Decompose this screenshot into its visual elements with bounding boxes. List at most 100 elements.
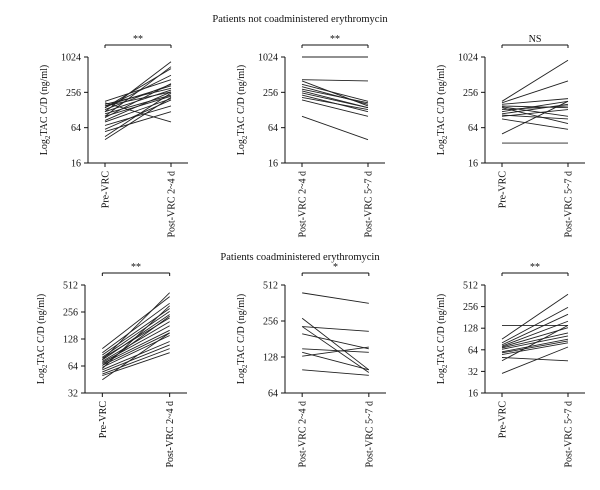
x-tick-label: Post-VRC 5~7 d bbox=[364, 401, 375, 468]
x-tick-label: Post-VRC 2~4 d bbox=[298, 401, 309, 468]
patient-line bbox=[501, 103, 569, 115]
patient-line bbox=[102, 296, 170, 349]
patient-line bbox=[501, 313, 569, 346]
patient-line bbox=[104, 102, 172, 123]
top-section-title: Patients not coadministered erythromycin bbox=[212, 14, 388, 25]
patient-line bbox=[104, 83, 172, 111]
patient-line bbox=[302, 369, 369, 376]
patient-line bbox=[104, 111, 172, 132]
bottom-section-title: Patients coadministered erythromycin bbox=[220, 252, 380, 263]
panel-2: 16 64 256 1024 Log2TAC C/D (ng/ml) Post-VRC 2… bbox=[236, 34, 385, 238]
patient-line bbox=[104, 85, 172, 107]
panel-6: 16 32 64 128 256 512 Log2TAC C/D (ng/ml) Pre-VR… bbox=[436, 262, 585, 468]
y-tick-label: 512 bbox=[463, 281, 478, 292]
patient-line bbox=[302, 333, 369, 350]
panel-5: 64 128 256 512 Log2TAC C/D (ng/ml) Post-VRC 2… bbox=[236, 262, 386, 468]
patient-line bbox=[301, 88, 369, 104]
y-axis-title: Log2TAC C/D (ng/ml) bbox=[436, 65, 449, 155]
patient-line bbox=[301, 96, 369, 111]
x-tick-label: Pre-VRC bbox=[98, 401, 109, 439]
panel-3: 16 64 256 1024 Log2TAC C/D (ng/ml) Pre-VRC Pos… bbox=[436, 34, 585, 238]
y-tick-label: 256 bbox=[63, 308, 78, 319]
patient-line bbox=[102, 302, 170, 354]
y-axis-title: Log2TAC C/D (ng/ml) bbox=[436, 294, 449, 384]
y-tick-label: 64 bbox=[68, 362, 78, 373]
significance-label: ** bbox=[131, 262, 141, 273]
patient-line bbox=[104, 105, 172, 126]
significance-label: * bbox=[333, 262, 338, 273]
patient-line bbox=[102, 292, 170, 361]
patient-line bbox=[102, 348, 170, 375]
y-tick-label: 128 bbox=[63, 335, 78, 346]
y-axis-title: Log2TAC C/D (ng/ml) bbox=[236, 65, 249, 155]
panel-4: 32 64 128 256 512 Log2TAC C/D (ng/ml) Pre-VRC P… bbox=[36, 262, 187, 468]
patient-line bbox=[501, 98, 569, 105]
significance-label: ** bbox=[133, 34, 143, 45]
patient-line bbox=[301, 92, 369, 109]
patient-line bbox=[102, 315, 170, 366]
patient-line bbox=[301, 115, 369, 141]
patient-line bbox=[302, 351, 369, 371]
patient-line bbox=[104, 79, 172, 102]
patient-line bbox=[501, 293, 569, 340]
patient-line bbox=[104, 91, 172, 121]
patient-line bbox=[501, 357, 569, 362]
y-tick-label: 64 bbox=[268, 123, 278, 134]
patient-line bbox=[501, 106, 569, 117]
patient-line bbox=[302, 348, 369, 353]
y-tick-label: 256 bbox=[463, 302, 478, 313]
patient-line bbox=[301, 83, 369, 102]
y-tick-label: 256 bbox=[463, 88, 478, 99]
y-tick-label: 256 bbox=[263, 317, 278, 328]
patient-line bbox=[301, 317, 370, 371]
y-tick-label: 128 bbox=[263, 353, 278, 364]
patient-line bbox=[301, 79, 369, 82]
x-tick-label: Post-VRC 5~7 d bbox=[364, 171, 375, 238]
patient-line bbox=[501, 332, 569, 349]
y-tick-label: 16 bbox=[468, 389, 478, 400]
patient-line bbox=[102, 332, 170, 366]
patient-line bbox=[501, 59, 569, 102]
patient-line bbox=[102, 311, 170, 358]
patient-line bbox=[102, 325, 170, 363]
y-tick-label: 1024 bbox=[458, 53, 478, 64]
x-tick-label: Post-VRC 5~7 d bbox=[564, 171, 575, 238]
y-tick-label: 32 bbox=[68, 389, 78, 400]
y-tick-label: 16 bbox=[468, 159, 478, 170]
patient-line bbox=[102, 321, 170, 362]
significance-label: ** bbox=[330, 34, 340, 45]
significance-label: NS bbox=[529, 34, 542, 45]
patient-line bbox=[302, 346, 369, 357]
x-tick-label: Post-VRC 2~4 d bbox=[167, 171, 178, 238]
patient-line bbox=[102, 332, 170, 381]
x-tick-label: Pre-VRC bbox=[101, 171, 112, 209]
patient-line bbox=[104, 61, 172, 113]
y-tick-label: 256 bbox=[66, 88, 81, 99]
y-tick-label: 16 bbox=[268, 159, 278, 170]
patient-line bbox=[501, 109, 569, 117]
patient-line bbox=[301, 326, 370, 373]
patient-line bbox=[104, 98, 172, 123]
patient-line bbox=[501, 338, 569, 353]
x-tick-label: Post-VRC 2~4 d bbox=[298, 171, 309, 238]
y-tick-label: 1024 bbox=[61, 53, 81, 64]
y-tick-label: 1024 bbox=[258, 53, 278, 64]
y-tick-label: 256 bbox=[263, 88, 278, 99]
patient-line bbox=[501, 340, 569, 354]
x-tick-label: Post-VRC 5~7 d bbox=[564, 401, 575, 468]
patient-line bbox=[302, 292, 369, 304]
y-tick-label: 16 bbox=[71, 159, 81, 170]
y-tick-label: 512 bbox=[263, 281, 278, 292]
patient-line bbox=[501, 100, 569, 135]
patient-line bbox=[501, 325, 569, 362]
y-tick-label: 32 bbox=[468, 367, 478, 378]
patient-line bbox=[501, 114, 569, 120]
patient-line bbox=[501, 118, 569, 130]
patient-line bbox=[102, 305, 170, 369]
y-tick-label: 64 bbox=[468, 123, 478, 134]
patient-line bbox=[104, 66, 172, 117]
patient-line bbox=[104, 94, 172, 115]
patient-line bbox=[501, 306, 569, 344]
